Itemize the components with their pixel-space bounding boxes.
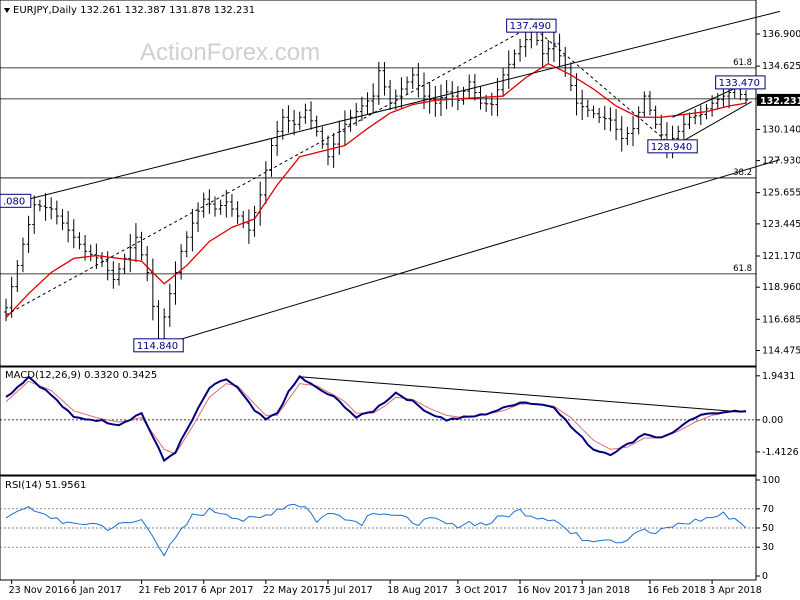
moving-average-line xyxy=(5,62,747,319)
trendline-upper-channel xyxy=(28,10,781,200)
price-annotation-0: 137.490 xyxy=(510,21,551,32)
macd-ytick-label: 1.9431 xyxy=(762,371,795,382)
xtick-label: 16 Feb 2018 xyxy=(647,585,706,596)
rsi-ytick-label: 0 xyxy=(762,571,768,582)
macd-line xyxy=(5,374,747,463)
xtick-label: 18 Aug 2017 xyxy=(387,585,448,596)
xtick-label: 5 Jul 2017 xyxy=(325,585,373,596)
price-ytick-label: 127.930 xyxy=(762,156,800,167)
rsi-plot xyxy=(0,503,756,557)
price-annotation-4: .080 xyxy=(3,196,25,207)
rsi-ytick-label: 50 xyxy=(762,523,774,534)
rsi-ytick-label: 100 xyxy=(762,475,780,486)
price-ytick-label: 121.170 xyxy=(762,251,800,262)
xtick-label: 3 Oct 2017 xyxy=(455,585,508,596)
price-ytick-label: 123.445 xyxy=(762,219,800,230)
current-price-box xyxy=(757,93,800,106)
trendline-lower-channel xyxy=(158,159,781,347)
price-annotation-3: 114.840 xyxy=(137,341,178,352)
price-annotation-box-1 xyxy=(715,75,766,90)
xtick-label: 23 Nov 2016 xyxy=(9,585,70,596)
rsi-ytick-label: 70 xyxy=(762,504,774,515)
fib-label-0: 61.8 xyxy=(733,58,752,68)
price-panel xyxy=(0,0,757,367)
price-ytick-label: 134.625 xyxy=(762,61,800,72)
fib-label-1: 38.2 xyxy=(733,168,752,178)
rsi-panel xyxy=(0,475,757,581)
trendline-drop-line xyxy=(531,25,673,147)
xtick-label: 6 Jan 2017 xyxy=(71,585,122,596)
price-ytick-label: 136.900 xyxy=(762,29,800,40)
rsi-line xyxy=(5,503,747,557)
price-ytick-label: 114.475 xyxy=(762,345,800,356)
price-ytick-label: 130.140 xyxy=(762,124,800,135)
macd-ytick-label: 0.00 xyxy=(762,415,783,426)
price-annotation-box-4 xyxy=(0,193,32,208)
rsi-title: RSI(14) 51.9561 xyxy=(5,480,86,491)
macd-plot xyxy=(0,374,756,463)
price-annotation-box-2 xyxy=(647,139,698,154)
xtick-label: 3 Apr 2018 xyxy=(709,585,762,596)
watermark: ActionForex.com xyxy=(140,39,320,66)
xtick-label: 21 Feb 2017 xyxy=(139,585,198,596)
macd-trendline xyxy=(299,376,741,413)
price-ytick-label: 125.655 xyxy=(762,188,800,199)
chart-title: EURJPY,Daily 132.261 132.387 131.878 132… xyxy=(4,5,255,16)
price-annotation-2: 128.940 xyxy=(651,142,692,153)
price-plot: 61.8 38.2 61.8 137.490 133.470 128.940 114.840… xyxy=(0,10,781,353)
axes: 136.900134.625132.350130.140127.930125.6… xyxy=(9,29,800,596)
xtick-label: 6 Apr 2017 xyxy=(201,585,254,596)
price-annotation-box-0 xyxy=(506,18,557,33)
fib-label-2: 61.8 xyxy=(733,264,752,274)
rsi-ytick-label: 30 xyxy=(762,542,774,553)
xtick-label: 22 May 2017 xyxy=(263,585,325,596)
xtick-label: 16 Nov 2017 xyxy=(517,585,578,596)
price-annotation-1: 133.470 xyxy=(719,78,760,89)
price-annotation-box-3 xyxy=(133,338,184,353)
macd-title: MACD(12,26,9) 0.3320 0.3425 xyxy=(5,370,157,381)
price-ytick-label: 116.685 xyxy=(762,314,800,325)
macd-ytick-label: -1.4126 xyxy=(762,447,799,458)
price-title: EURJPY,Daily 132.261 132.387 131.878 132… xyxy=(13,5,255,16)
current-price-label: 132.231 xyxy=(760,96,800,107)
xtick-label: 3 Jan 2018 xyxy=(579,585,630,596)
price-ytick-label: 118.960 xyxy=(762,282,800,293)
trendline-inner-trend xyxy=(5,25,532,316)
